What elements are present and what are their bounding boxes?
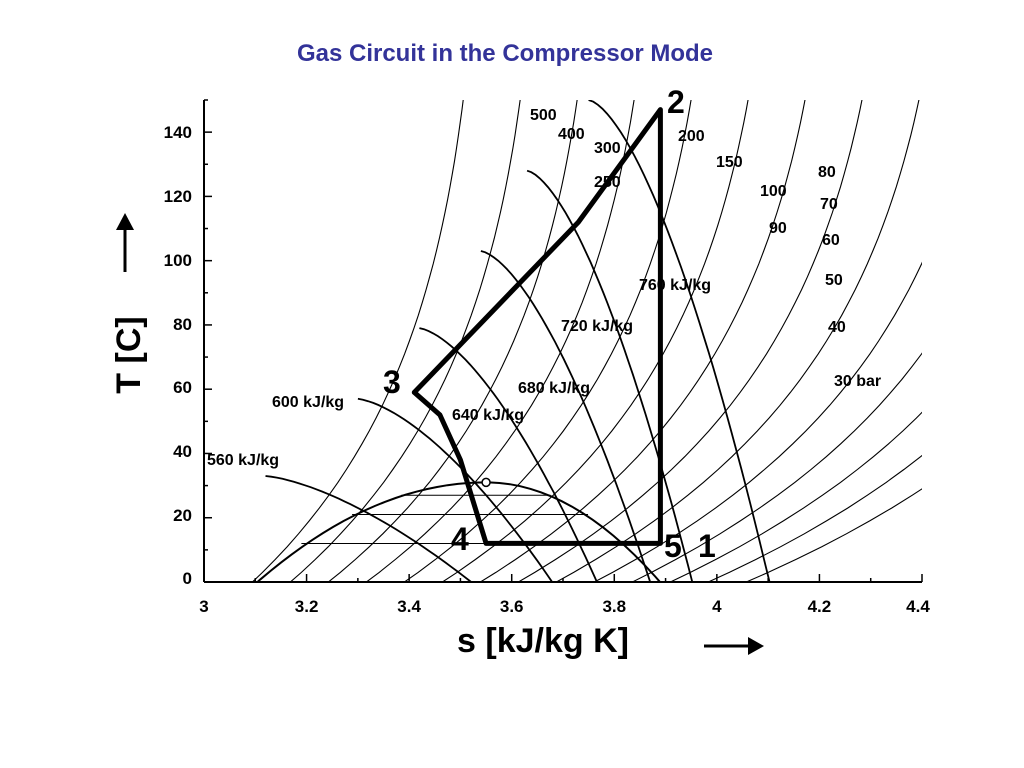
cycle-point: [437, 412, 442, 417]
isenthalp-line: [419, 327, 598, 582]
right-arrow-icon: [704, 637, 764, 655]
isobar-line: [403, 100, 692, 582]
isobar-label: 40: [828, 319, 846, 336]
y-tick-labels: 0 20 40 60 80 100 120 140: [164, 123, 192, 588]
isobar-label: 50: [825, 272, 843, 289]
x-tick-label: 3.2: [295, 597, 319, 616]
isenthalp-line: [526, 169, 694, 582]
cycle-line: [411, 107, 663, 546]
point-label-5: 5: [664, 528, 682, 564]
cycle-point-labels: 2 3 4 5 1: [383, 84, 716, 564]
isobar-label: 30 bar: [834, 373, 881, 390]
point-label-2: 2: [667, 84, 685, 120]
isobar-line: [744, 488, 922, 582]
cycle-point: [484, 541, 489, 546]
point-label-1: 1: [698, 528, 716, 564]
isobar-label: 300: [594, 140, 621, 157]
isobar-line: [441, 100, 749, 582]
isobar-line: [555, 100, 920, 582]
isobar-label: 80: [818, 164, 836, 181]
background-curves: [251, 100, 922, 582]
y-tick-label: 40: [173, 442, 192, 461]
y-tick-label: 80: [173, 315, 192, 334]
cycle-path: [411, 107, 663, 546]
up-arrow-icon: [116, 213, 134, 272]
isenthalp-label: 600 kJ/kg: [272, 394, 344, 411]
x-tick-label: 4: [712, 597, 722, 616]
x-tick-label: 4.4: [906, 597, 930, 616]
isobar-label: 500: [530, 107, 557, 124]
point-label-4: 4: [451, 521, 469, 557]
isenthalp-label: 560 kJ/kg: [207, 452, 279, 469]
isobar-line: [593, 261, 922, 582]
isobar-line: [479, 100, 806, 582]
y-tick-label: 0: [183, 569, 192, 588]
isobar-line: [251, 100, 464, 582]
x-tick-label: 3.6: [500, 597, 524, 616]
isobar-label: 70: [820, 196, 838, 213]
isenthalp-labels: 560 kJ/kg 600 kJ/kg 640 kJ/kg 680 kJ/kg …: [207, 277, 711, 469]
y-tick-label: 20: [173, 506, 192, 525]
isobar-label: 200: [678, 128, 705, 145]
isobar-line: [517, 100, 863, 582]
cycle-point: [412, 390, 417, 395]
isobar-line: [365, 100, 635, 582]
y-axis-title: T [C]: [110, 316, 148, 393]
cycle-point: [658, 541, 663, 546]
cycle-point: [458, 457, 463, 462]
isenthalp-line: [480, 250, 652, 582]
isobar-label: 150: [716, 154, 743, 171]
isenthalp-line: [265, 475, 473, 582]
x-axis-title: s [kJ/kg K]: [457, 622, 629, 660]
isobar-label: 60: [822, 232, 840, 249]
y-tick-label: 100: [164, 251, 192, 270]
isobar-label: 90: [769, 220, 787, 237]
isenthalp-label: 640 kJ/kg: [452, 407, 524, 424]
isobar-line: [327, 100, 578, 582]
page-title: Gas Circuit in the Compressor Mode: [296, 40, 714, 67]
x-tick-label: 3: [199, 597, 208, 616]
x-tick-label: 4.2: [808, 597, 832, 616]
isenthalp-label: 760 kJ/kg: [639, 277, 711, 294]
x-tick-label: 3.8: [602, 597, 626, 616]
isobar-label: 100: [760, 183, 787, 200]
isenthalp-label: 680 kJ/kg: [518, 380, 590, 397]
x-tick-label: 3.4: [397, 597, 421, 616]
isobar-line: [669, 411, 922, 582]
point-label-3: 3: [383, 364, 401, 400]
critical-point-marker: [481, 477, 491, 488]
cycle-point: [576, 220, 581, 225]
saturation-dome: [255, 481, 662, 582]
x-tick-labels: 3 3.2 3.4 3.6 3.8 4 4.2 4.4: [199, 597, 930, 616]
cycle-point: [658, 107, 663, 112]
y-tick-label: 120: [164, 187, 192, 206]
axis-ticks: [203, 99, 923, 583]
isobar-line: [706, 454, 922, 582]
y-tick-label: 140: [164, 123, 192, 142]
isobar-label: 400: [558, 126, 585, 143]
y-tick-label: 60: [173, 378, 192, 397]
isenthalp-line: [588, 100, 771, 582]
isenthalp-label: 720 kJ/kg: [561, 318, 633, 335]
isobar-labels: 500 400 300 250 200 150 100 90 80 70 60 …: [530, 107, 881, 390]
